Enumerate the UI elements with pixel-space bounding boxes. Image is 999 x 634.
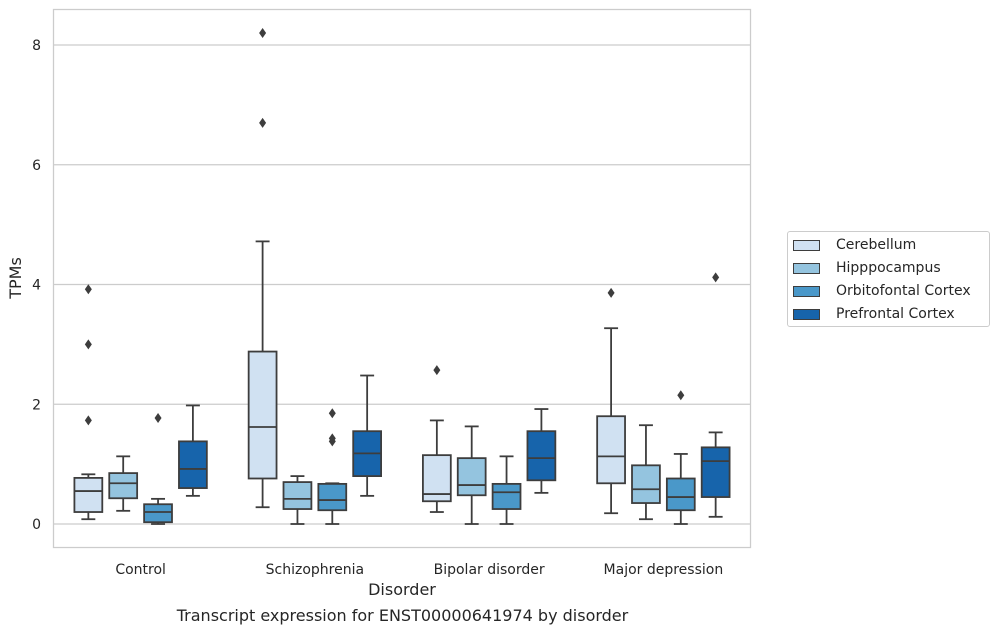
outlier-point bbox=[433, 365, 441, 376]
box-1-0 bbox=[247, 28, 278, 509]
y-axis-label: TPMs bbox=[6, 257, 25, 300]
box-iqr bbox=[456, 457, 487, 497]
box-1-2 bbox=[317, 408, 348, 525]
box-iqr bbox=[526, 430, 557, 482]
outlier-point bbox=[154, 413, 162, 424]
outlier-point bbox=[677, 390, 685, 401]
box-3-2 bbox=[665, 390, 696, 525]
box-iqr bbox=[108, 472, 139, 500]
legend-item: Cerebellum bbox=[793, 235, 916, 255]
box-3-1 bbox=[631, 424, 661, 521]
y-tick-label: 4 bbox=[32, 278, 41, 294]
box-iqr bbox=[665, 477, 696, 512]
box-iqr bbox=[247, 350, 278, 480]
x-axis-label: Disorder bbox=[368, 580, 436, 599]
legend-swatch bbox=[793, 262, 820, 274]
x-tick-label: Control bbox=[115, 562, 166, 578]
outlier-point bbox=[84, 415, 92, 426]
plot-frame bbox=[52, 8, 752, 549]
legend-label: Prefrontal Cortex bbox=[836, 306, 955, 322]
x-tick-label: Bipolar disorder bbox=[434, 562, 545, 578]
box-3-0 bbox=[596, 287, 626, 515]
box-0-3 bbox=[178, 404, 208, 497]
outlier-point bbox=[328, 433, 336, 444]
grid-lines bbox=[53, 44, 751, 525]
box-3-3 bbox=[700, 272, 731, 518]
outlier-point bbox=[259, 117, 267, 128]
outlier-point bbox=[84, 284, 92, 295]
box-1-3 bbox=[352, 374, 382, 497]
box-1-1 bbox=[282, 475, 313, 525]
box-iqr bbox=[317, 482, 348, 512]
legend-swatch bbox=[793, 285, 820, 297]
legend-item: Orbitofontal Cortex bbox=[793, 281, 971, 301]
legend: Cerebellum Hipppocampus Orbitofontal Corte… bbox=[787, 231, 990, 327]
outlier-point bbox=[607, 287, 615, 298]
y-tick-label: 8 bbox=[32, 38, 41, 54]
box-iqr bbox=[491, 482, 522, 510]
outlier-point bbox=[328, 408, 336, 419]
outlier-point bbox=[259, 28, 267, 39]
box-iqr bbox=[631, 464, 661, 504]
box-0-2 bbox=[143, 413, 173, 525]
box-iqr bbox=[143, 503, 173, 524]
legend-label: Orbitofontal Cortex bbox=[836, 283, 971, 299]
legend-label: Cerebellum bbox=[836, 237, 917, 253]
legend-item: Hipppocampus bbox=[793, 258, 941, 278]
box-2-3 bbox=[526, 408, 557, 494]
box-iqr bbox=[596, 415, 626, 485]
y-tick-label: 6 bbox=[32, 158, 41, 174]
legend-label: Hipppocampus bbox=[836, 260, 941, 276]
box-2-2 bbox=[491, 455, 522, 525]
box-0-0 bbox=[73, 284, 104, 521]
legend-swatch bbox=[793, 239, 820, 251]
legend-item: Prefrontal Cortex bbox=[793, 304, 955, 324]
x-tick-label: Schizophrenia bbox=[266, 562, 364, 578]
y-tick-labels: 0 2 4 6 8 bbox=[32, 38, 41, 533]
outlier-point bbox=[712, 272, 720, 283]
y-tick-label: 2 bbox=[32, 397, 41, 413]
box-iqr bbox=[178, 440, 208, 489]
chart-caption: Transcript expression for ENST0000064197… bbox=[176, 606, 629, 625]
box-0-1 bbox=[108, 455, 139, 512]
x-tick-labels: Control Schizophrenia Bipolar disorder Majo… bbox=[115, 562, 723, 578]
box-2-0 bbox=[422, 365, 452, 513]
box-iqr bbox=[700, 446, 731, 498]
box-iqr bbox=[73, 476, 104, 513]
y-tick-label: 0 bbox=[32, 517, 41, 533]
x-tick-label: Major depression bbox=[604, 562, 724, 578]
box-2-1 bbox=[456, 425, 487, 525]
legend-swatch bbox=[793, 308, 820, 320]
outlier-point bbox=[84, 339, 92, 350]
box-series bbox=[73, 28, 731, 525]
box-iqr bbox=[282, 481, 313, 510]
